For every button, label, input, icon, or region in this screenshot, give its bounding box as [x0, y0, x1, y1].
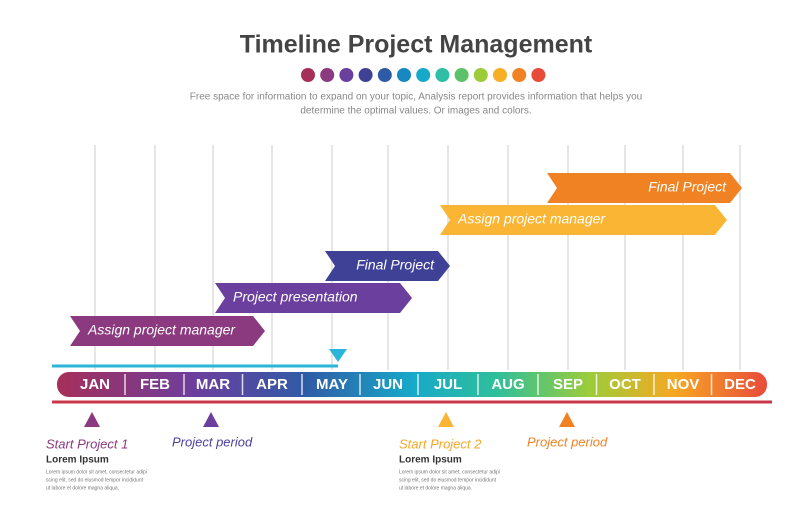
- note-title: Project period: [172, 434, 253, 449]
- dot: [512, 68, 527, 82]
- task-label: Assign project manager: [457, 211, 606, 227]
- dot: [416, 68, 431, 82]
- task-label: Final Project: [648, 179, 727, 195]
- month-label: NOV: [667, 376, 700, 393]
- month-label: DEC: [724, 376, 756, 393]
- task-arrow: [325, 251, 450, 281]
- task-arrow: [440, 205, 727, 235]
- dot: [493, 68, 507, 82]
- month-label: JUL: [434, 376, 462, 393]
- dot: [301, 68, 315, 82]
- note-text: ut labore et dolore magna aliqua.: [46, 485, 119, 491]
- dot: [339, 68, 354, 82]
- note-text: ut labore et dolore magna aliqua.: [399, 485, 472, 491]
- marker: [203, 412, 219, 427]
- subtitle: determine the optimal values. Or images …: [300, 106, 531, 117]
- month-label: APR: [256, 376, 288, 393]
- month-label: SEP: [553, 376, 583, 393]
- marker: [438, 412, 454, 427]
- dot: [358, 68, 373, 82]
- month-bar: [57, 372, 767, 397]
- note-text: Lorem ipsum dolor sit amet, consectetur …: [46, 469, 147, 475]
- months: JAN FEB MAR APR MAY JUN JUL AUG SEP OCT NOV DEC: [80, 374, 756, 395]
- dot: [435, 68, 450, 82]
- dot: [397, 68, 411, 82]
- marker: [559, 412, 575, 427]
- note-text: scing elit, sed do eiusmod tempor incidi…: [46, 477, 144, 483]
- note-title: Start Project 2: [399, 436, 482, 451]
- dot: [473, 68, 488, 82]
- month-label: AUG: [491, 376, 524, 393]
- marker: [84, 412, 100, 427]
- month-label: FEB: [140, 376, 170, 393]
- month-label: OCT: [609, 376, 641, 393]
- marker: [329, 349, 347, 362]
- month-label: JAN: [80, 376, 110, 393]
- month-label: JUN: [373, 376, 403, 393]
- note-title: Start Project 1: [46, 436, 128, 451]
- dot: [320, 68, 335, 82]
- dot: [454, 68, 469, 82]
- title: Timeline Project Management: [240, 31, 593, 59]
- task-arrow: [547, 173, 742, 203]
- note-text: Lorem ipsum dolor sit amet, consectetur …: [399, 469, 500, 475]
- month-label: MAY: [316, 376, 348, 393]
- note-text: scing elit, sed do eiusmod tempor incidi…: [399, 477, 497, 483]
- month-label: MAR: [196, 376, 230, 393]
- task-label: Project presentation: [233, 289, 358, 305]
- dot: [531, 68, 546, 82]
- task-arrow: [215, 283, 412, 313]
- note-name: Lorem Ipsum: [46, 455, 109, 466]
- note-title: Project period: [527, 434, 608, 449]
- subtitle: Free space for information to expand on …: [190, 92, 642, 103]
- note-name: Lorem Ipsum: [399, 455, 462, 466]
- color-dots: [301, 68, 546, 82]
- dot: [377, 68, 392, 82]
- task-label: Final Project: [356, 257, 435, 273]
- task-label: Assign project manager: [87, 322, 236, 338]
- task-arrow: [70, 316, 265, 346]
- tasks: Assign project manager Project presentati…: [70, 173, 742, 346]
